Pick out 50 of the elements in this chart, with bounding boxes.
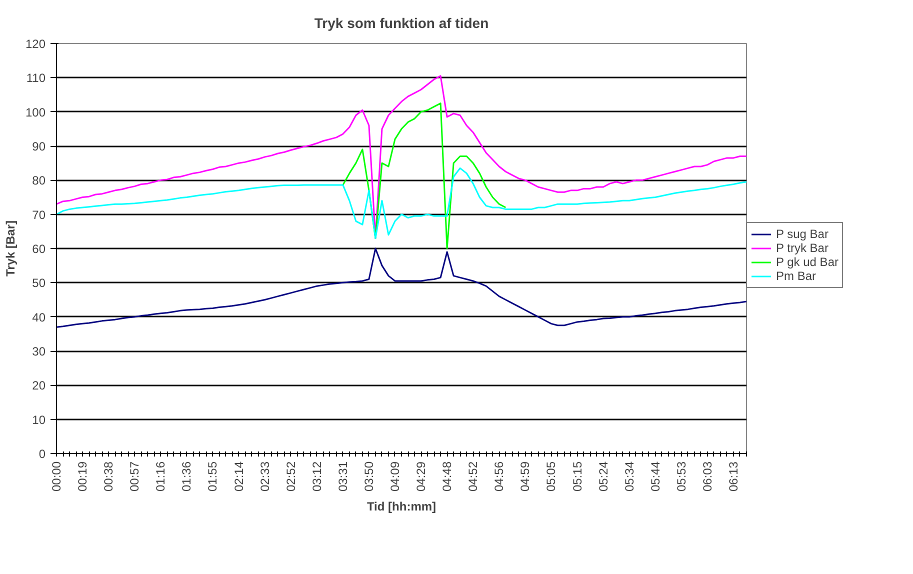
y-tick-label: 0 xyxy=(38,447,46,461)
chart-title: Tryk som funktion af tiden xyxy=(314,15,489,31)
y-tick-label: 70 xyxy=(32,208,46,222)
x-tick-label: 03:50 xyxy=(362,461,376,492)
x-tick-label: 05:53 xyxy=(674,461,688,492)
x-tick-label: 00:00 xyxy=(50,461,64,492)
x-tick-label: 04:09 xyxy=(388,461,402,492)
legend-label: P sug Bar xyxy=(776,227,828,241)
y-tick-label: 90 xyxy=(32,140,46,154)
x-tick-label: 05:15 xyxy=(570,461,584,492)
x-tick-label: 06:13 xyxy=(726,461,740,492)
y-tick-label: 60 xyxy=(32,242,46,256)
y-tick-label: 110 xyxy=(26,71,46,86)
y-tick-label: 40 xyxy=(32,310,46,324)
x-tick-label: 02:33 xyxy=(258,461,272,492)
x-tick-label: 04:29 xyxy=(414,461,428,492)
x-tick-label: 04:48 xyxy=(440,461,454,492)
x-tick-label: 05:44 xyxy=(648,461,662,492)
legend-label: Pm Bar xyxy=(776,269,816,283)
x-tick-label: 01:36 xyxy=(180,461,194,492)
x-tick-label: 05:34 xyxy=(622,461,636,492)
legend-label: P tryk Bar xyxy=(776,241,828,255)
y-tick-label: 100 xyxy=(25,105,46,120)
x-tick-label: 00:57 xyxy=(128,461,142,492)
x-tick-label: 01:16 xyxy=(154,461,168,492)
x-tick-label: 05:24 xyxy=(596,461,610,492)
y-tick-label: 120 xyxy=(25,37,46,51)
y-tick-label: 20 xyxy=(32,378,46,393)
x-tick-label: 06:03 xyxy=(700,461,714,492)
line-series xyxy=(342,102,506,250)
x-tick-label: 02:14 xyxy=(232,461,246,492)
x-tick-label: 00:19 xyxy=(76,461,90,492)
x-tick-label: 04:59 xyxy=(518,461,532,492)
x-axis-title: Tid [hh:mm] xyxy=(366,500,436,514)
y-tick-label: 80 xyxy=(32,174,46,188)
legend-label: P gk ud Bar xyxy=(776,255,838,269)
x-tick-label: 03:31 xyxy=(336,461,350,492)
y-axis-title: Tryk [Bar] xyxy=(3,220,18,277)
y-tick-label: 10 xyxy=(32,412,46,427)
x-tick-label: 01:55 xyxy=(206,461,220,492)
x-tick-label: 02:52 xyxy=(284,461,298,492)
y-tick-label: 50 xyxy=(32,276,46,290)
x-tick-label: 03:12 xyxy=(310,461,324,492)
line-series xyxy=(56,248,746,328)
line-series xyxy=(56,167,746,239)
x-tick-label: 04:52 xyxy=(466,461,480,492)
x-tick-label: 04:56 xyxy=(492,461,506,492)
y-tick-label: 30 xyxy=(32,344,46,358)
x-tick-label: 05:05 xyxy=(544,461,558,492)
x-tick-label: 00:38 xyxy=(102,461,116,492)
